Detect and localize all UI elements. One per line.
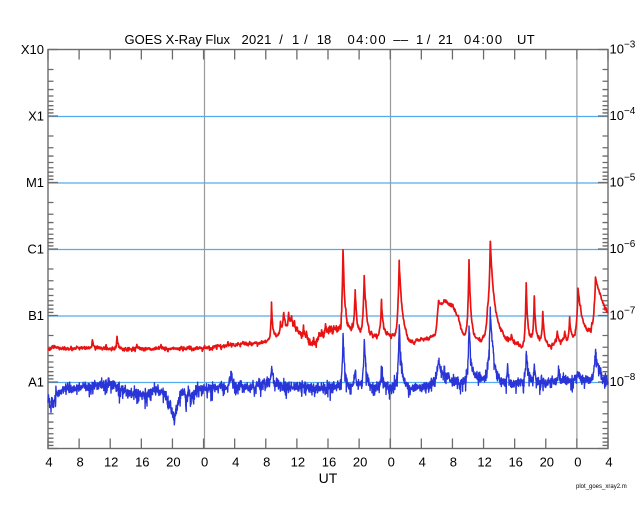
svg-text:20: 20 <box>540 455 554 470</box>
svg-text:8: 8 <box>263 455 270 470</box>
svg-text:plot_goes_xray2.m: plot_goes_xray2.m <box>576 484 627 490</box>
svg-text:X10: X10 <box>21 42 44 57</box>
svg-text:0: 0 <box>201 455 208 470</box>
svg-text:1: 1 <box>416 32 423 47</box>
svg-text:UT: UT <box>319 470 338 486</box>
svg-text:04:00: 04:00 <box>464 32 504 47</box>
svg-text:20: 20 <box>353 455 367 470</box>
svg-text:4: 4 <box>419 455 426 470</box>
svg-text:0: 0 <box>388 455 395 470</box>
svg-text:UT: UT <box>517 32 535 47</box>
svg-text:21: 21 <box>438 32 452 47</box>
svg-text:04:00: 04:00 <box>348 32 388 47</box>
svg-text:20: 20 <box>166 455 180 470</box>
svg-text:16: 16 <box>322 455 336 470</box>
svg-text:16: 16 <box>135 455 149 470</box>
svg-text:4: 4 <box>605 455 612 470</box>
svg-text:12: 12 <box>477 455 491 470</box>
svg-text:8: 8 <box>76 455 83 470</box>
svg-text:––: –– <box>393 32 409 47</box>
svg-text:4: 4 <box>232 455 239 470</box>
svg-text:2021: 2021 <box>242 32 272 47</box>
svg-text:8: 8 <box>450 455 457 470</box>
svg-text:0: 0 <box>574 455 581 470</box>
svg-text:/: / <box>279 32 283 47</box>
svg-text:M1: M1 <box>26 175 44 190</box>
svg-text:/: / <box>304 32 308 47</box>
svg-text:B1: B1 <box>28 308 44 323</box>
svg-text:X1: X1 <box>28 109 44 124</box>
svg-text:GOES X-Ray Flux: GOES X-Ray Flux <box>125 32 231 47</box>
svg-text:4: 4 <box>45 455 52 470</box>
svg-text:C1: C1 <box>27 242 44 257</box>
svg-text:12: 12 <box>104 455 118 470</box>
svg-text:1: 1 <box>292 32 299 47</box>
svg-text:/: / <box>427 32 431 47</box>
svg-text:18: 18 <box>317 32 331 47</box>
svg-text:16: 16 <box>508 455 522 470</box>
svg-text:12: 12 <box>291 455 305 470</box>
svg-text:A1: A1 <box>28 375 44 390</box>
